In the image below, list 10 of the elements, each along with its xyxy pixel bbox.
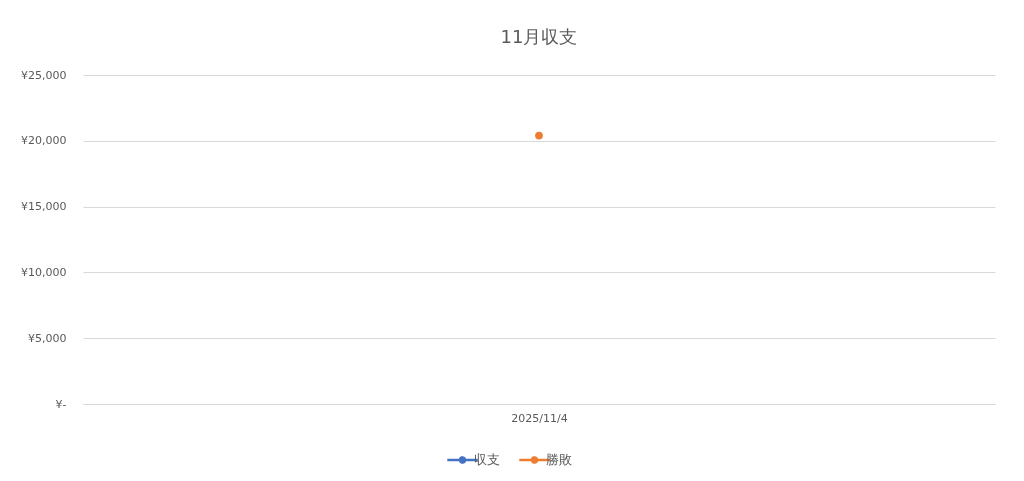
y-tick-label: ¥25,000 [21, 68, 67, 82]
y-tick-label: ¥15,000 [21, 200, 67, 214]
chart-title: 11月収支 [500, 26, 578, 47]
y-tick-label: ¥- [55, 397, 67, 411]
y-tick-label: ¥20,000 [21, 134, 67, 148]
x-tick-label: 2025/11/4 [511, 411, 568, 425]
legend-label: 勝敗 [546, 451, 572, 467]
legend-label: 収支 [474, 451, 500, 467]
y-tick-label: ¥5,000 [28, 331, 67, 345]
y-tick-label: ¥10,000 [21, 265, 67, 279]
